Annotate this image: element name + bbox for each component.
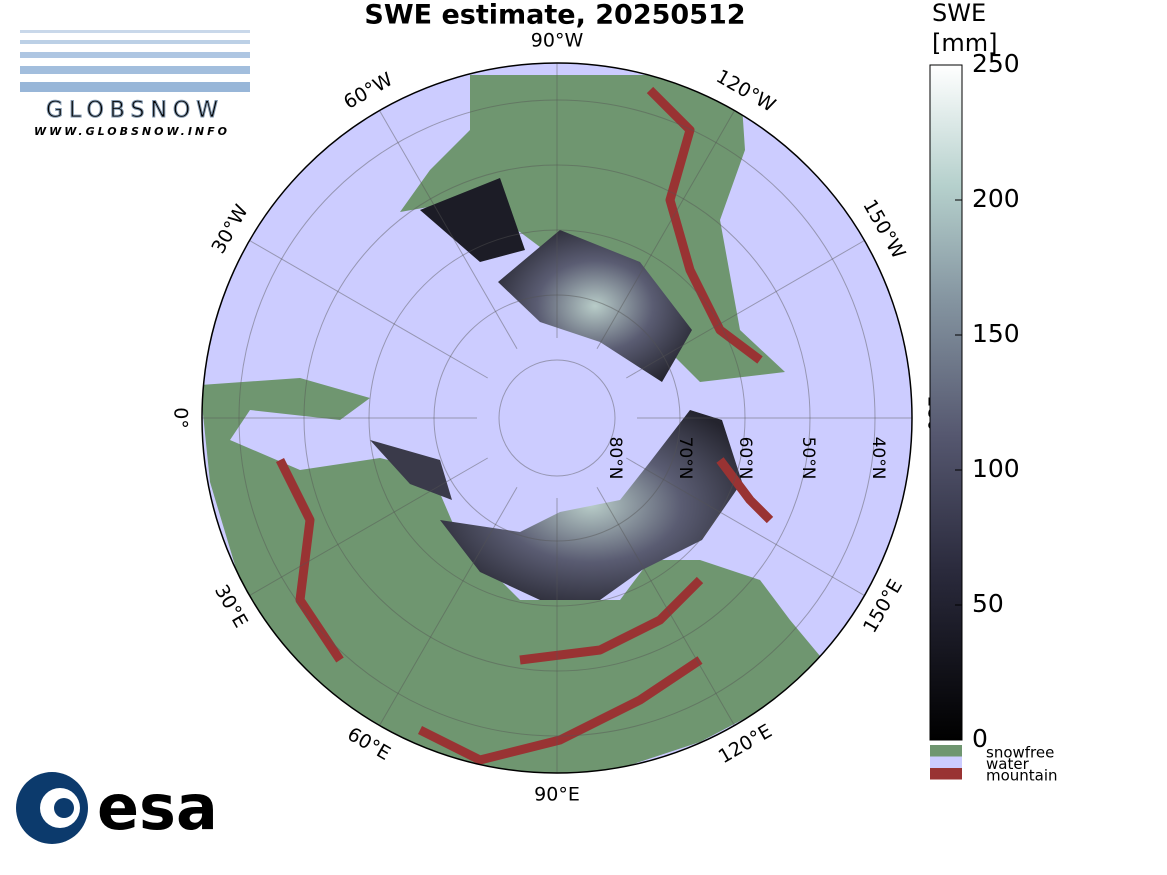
colorbar: 0 50 100 150 200 250 SWE[mm] snowfreewatermount… bbox=[929, 0, 1058, 785]
snow-cover bbox=[370, 440, 452, 500]
latitude-circle bbox=[433, 294, 681, 542]
colorbar-tick-label: 250 bbox=[972, 49, 1020, 78]
legend-label: water bbox=[986, 755, 1030, 773]
globsnow-logo: GLOBSNOW WWW.GLOBSNOW.INFO bbox=[20, 30, 250, 138]
latitude-label: 80°N bbox=[605, 437, 625, 480]
snow-cover bbox=[498, 230, 692, 382]
legend-swatch bbox=[930, 768, 962, 780]
latitude-label: 50°N bbox=[798, 437, 818, 480]
title: SWE estimate, 20250512 bbox=[364, 0, 745, 31]
legend-swatch bbox=[930, 745, 962, 757]
latitude-label: 40°N bbox=[868, 437, 888, 480]
colorbar-label: SWE bbox=[932, 0, 986, 27]
meridian bbox=[596, 487, 735, 726]
colorbar-tick-label: 200 bbox=[972, 184, 1020, 213]
meridian bbox=[249, 457, 488, 596]
colorbar-tick-label: 0 bbox=[972, 724, 988, 753]
land bbox=[400, 75, 785, 382]
esa-logo: esa bbox=[16, 771, 218, 844]
globsnow-url: WWW.GLOBSNOW.INFO bbox=[34, 125, 230, 138]
snow-cover bbox=[420, 178, 525, 262]
latitude-circle bbox=[498, 359, 616, 477]
legend-label: mountain bbox=[986, 767, 1058, 785]
mountains bbox=[275, 86, 774, 765]
esa-text: esa bbox=[97, 771, 218, 844]
colorbar-scale bbox=[929, 64, 963, 741]
meridian bbox=[626, 240, 865, 379]
map-frame bbox=[201, 62, 913, 774]
meridian bbox=[379, 110, 518, 349]
meridian bbox=[626, 457, 865, 596]
globsnow-text: GLOBSNOW bbox=[46, 98, 224, 123]
latitude-circle bbox=[368, 229, 746, 607]
latitude-circle bbox=[238, 99, 876, 737]
latitude-labels: 80°N 70°N 60°N 50°N 40°N bbox=[605, 437, 888, 480]
map bbox=[202, 63, 912, 773]
meridian bbox=[249, 240, 488, 379]
latitude-label: 70°N bbox=[675, 437, 695, 480]
colorbar-tick-label: 50 bbox=[972, 589, 1004, 618]
colorbar-label: [mm] bbox=[932, 29, 997, 57]
legend-swatch bbox=[930, 756, 962, 768]
longitude-label: 90°E bbox=[534, 784, 580, 806]
meridian bbox=[379, 487, 518, 726]
latitude-label: 60°N bbox=[735, 437, 755, 480]
meridian bbox=[596, 110, 735, 349]
colorbar-tick-label: 150 bbox=[972, 319, 1020, 348]
latitude-circle bbox=[303, 164, 811, 672]
legend-label: snowfree bbox=[986, 744, 1054, 762]
snow-cover bbox=[440, 410, 742, 600]
longitude-label: 90°W bbox=[531, 30, 584, 52]
longitude-label: 0° bbox=[170, 407, 192, 429]
graticule bbox=[202, 63, 912, 773]
colorbar-tick-label: 100 bbox=[972, 454, 1020, 483]
